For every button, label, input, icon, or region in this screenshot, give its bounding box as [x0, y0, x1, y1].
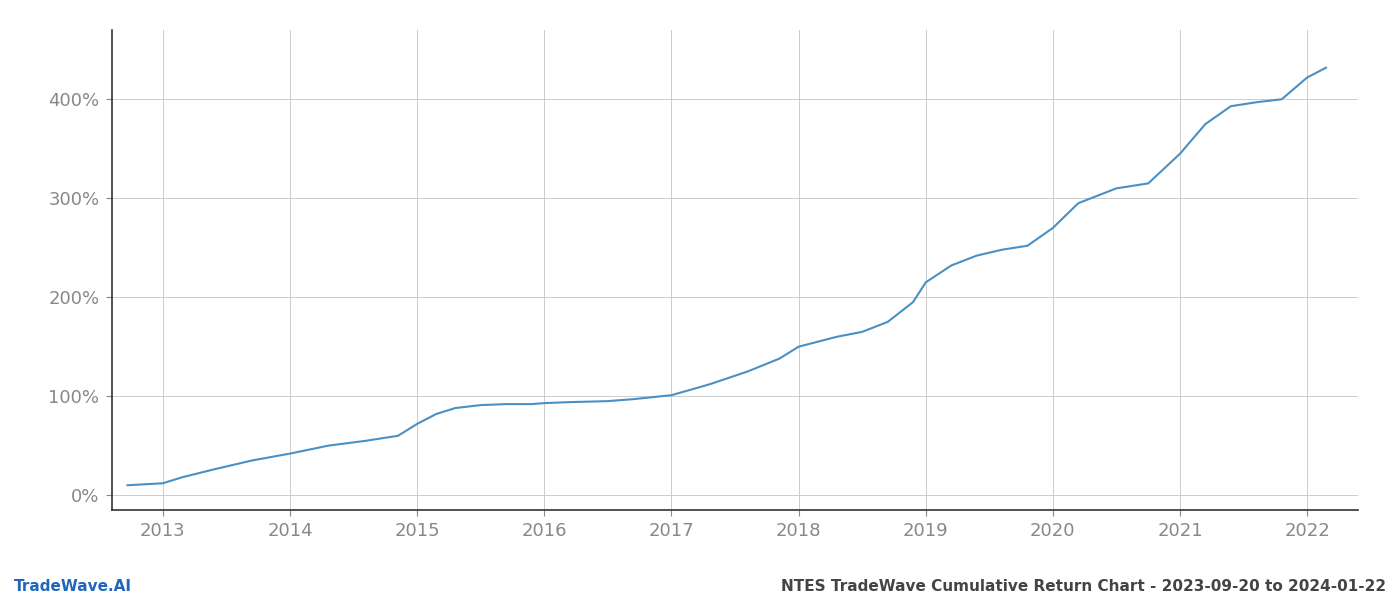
Text: NTES TradeWave Cumulative Return Chart - 2023-09-20 to 2024-01-22: NTES TradeWave Cumulative Return Chart -… — [781, 579, 1386, 594]
Text: TradeWave.AI: TradeWave.AI — [14, 579, 132, 594]
